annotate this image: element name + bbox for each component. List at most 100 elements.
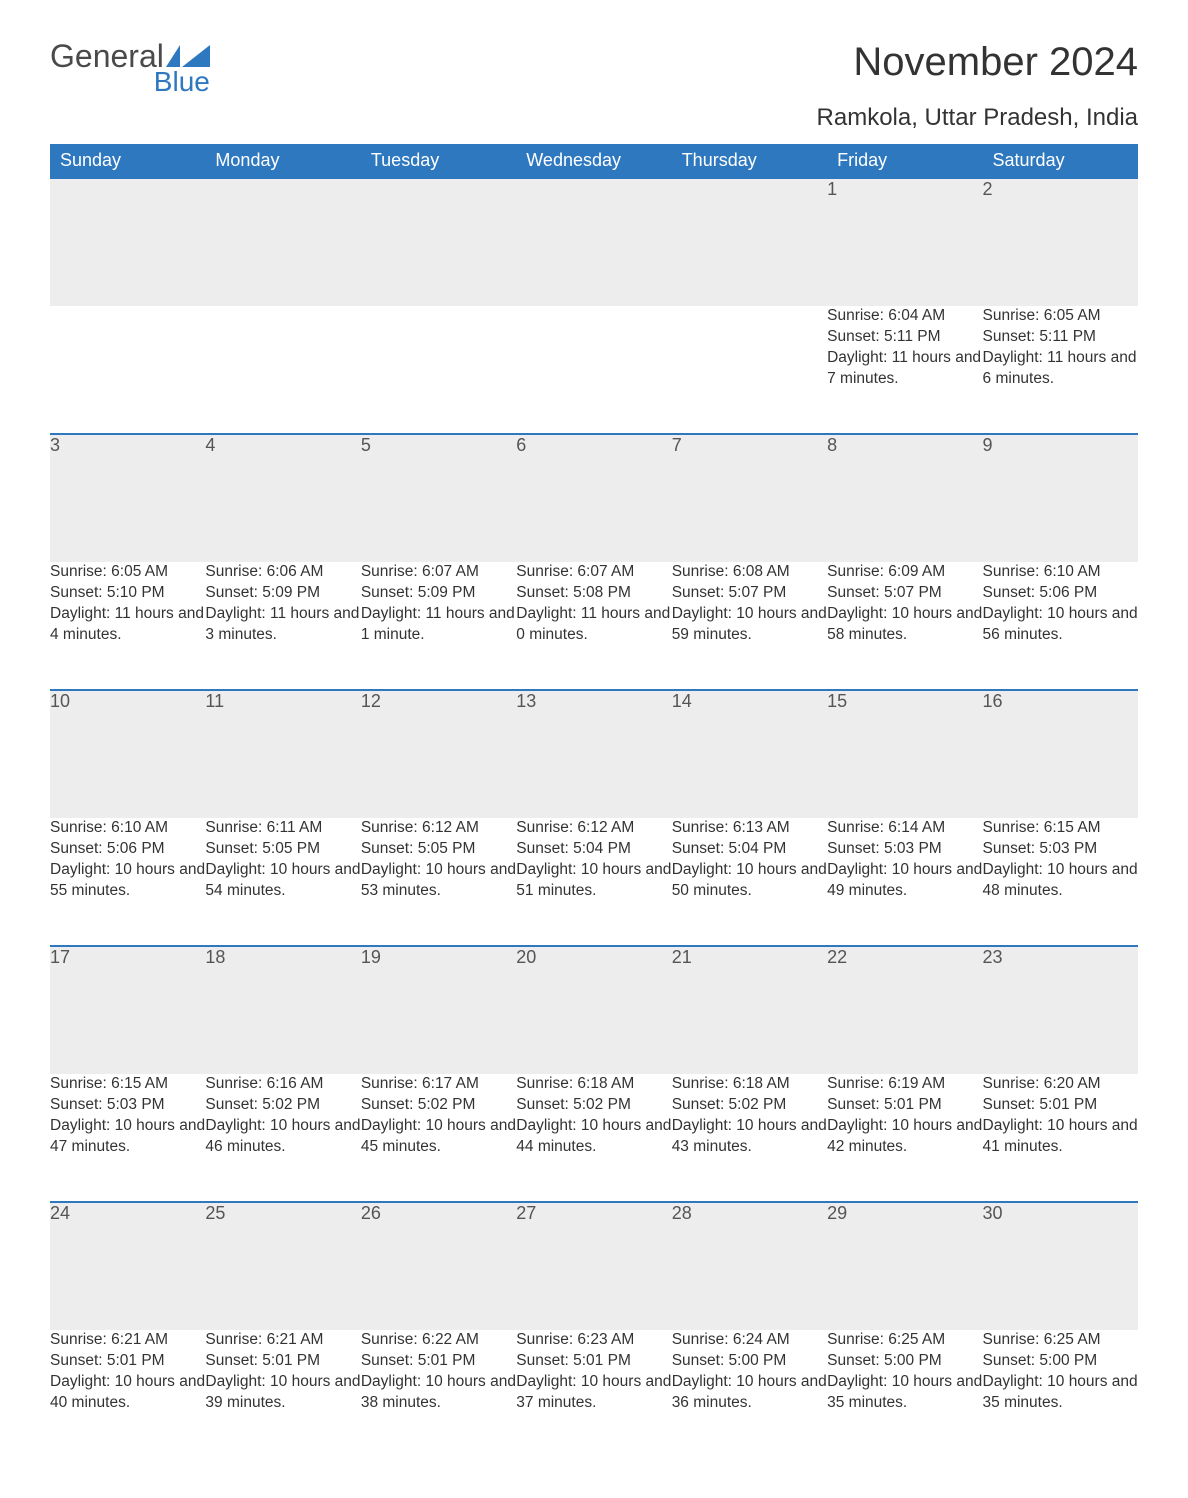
day-number: 30 bbox=[983, 1202, 1138, 1330]
daylight-line: Daylight: 10 hours and 55 minutes. bbox=[50, 860, 205, 902]
sunset-line: Sunset: 5:03 PM bbox=[827, 839, 982, 860]
day-detail: Sunrise: 6:21 AMSunset: 5:01 PMDaylight:… bbox=[50, 1330, 205, 1458]
day-number: 4 bbox=[205, 434, 360, 562]
day-number: 25 bbox=[205, 1202, 360, 1330]
header: General Blue November 2024 bbox=[50, 40, 1138, 96]
daylight-line: Daylight: 10 hours and 53 minutes. bbox=[361, 860, 516, 902]
sunrise-line: Sunrise: 6:20 AM bbox=[983, 1074, 1138, 1095]
calendar-table: Sunday Monday Tuesday Wednesday Thursday… bbox=[50, 144, 1138, 1458]
sunrise-line: Sunrise: 6:12 AM bbox=[361, 818, 516, 839]
daylight-line: Daylight: 10 hours and 36 minutes. bbox=[672, 1372, 827, 1414]
day-detail-row: Sunrise: 6:15 AMSunset: 5:03 PMDaylight:… bbox=[50, 1074, 1138, 1202]
sunrise-line: Sunrise: 6:15 AM bbox=[983, 818, 1138, 839]
sunset-line: Sunset: 5:07 PM bbox=[827, 583, 982, 604]
sunset-line: Sunset: 5:00 PM bbox=[983, 1351, 1138, 1372]
day-number: 27 bbox=[516, 1202, 671, 1330]
sunrise-line: Sunrise: 6:12 AM bbox=[516, 818, 671, 839]
sunset-line: Sunset: 5:01 PM bbox=[361, 1351, 516, 1372]
day-detail: Sunrise: 6:13 AMSunset: 5:04 PMDaylight:… bbox=[672, 818, 827, 946]
sunrise-line: Sunrise: 6:18 AM bbox=[672, 1074, 827, 1095]
day-detail: Sunrise: 6:20 AMSunset: 5:01 PMDaylight:… bbox=[983, 1074, 1138, 1202]
sunset-line: Sunset: 5:01 PM bbox=[827, 1095, 982, 1116]
sunrise-line: Sunrise: 6:10 AM bbox=[50, 818, 205, 839]
sunrise-line: Sunrise: 6:10 AM bbox=[983, 562, 1138, 583]
sunset-line: Sunset: 5:02 PM bbox=[361, 1095, 516, 1116]
day-number: 1 bbox=[827, 178, 982, 306]
sunset-line: Sunset: 5:06 PM bbox=[983, 583, 1138, 604]
daylight-line: Daylight: 11 hours and 1 minute. bbox=[361, 604, 516, 646]
day-number: 20 bbox=[516, 946, 671, 1074]
day-number-row: 24252627282930 bbox=[50, 1202, 1138, 1330]
day-number: 16 bbox=[983, 690, 1138, 818]
day-detail: Sunrise: 6:06 AMSunset: 5:09 PMDaylight:… bbox=[205, 562, 360, 690]
day-number: 11 bbox=[205, 690, 360, 818]
daylight-line: Daylight: 11 hours and 0 minutes. bbox=[516, 604, 671, 646]
sunrise-line: Sunrise: 6:25 AM bbox=[827, 1330, 982, 1351]
sunset-line: Sunset: 5:11 PM bbox=[827, 327, 982, 348]
day-number: 24 bbox=[50, 1202, 205, 1330]
day-number: 22 bbox=[827, 946, 982, 1074]
day-detail-row: Sunrise: 6:10 AMSunset: 5:06 PMDaylight:… bbox=[50, 818, 1138, 946]
location-label: Ramkola, Uttar Pradesh, India bbox=[50, 104, 1138, 132]
day-number: 21 bbox=[672, 946, 827, 1074]
day-detail: Sunrise: 6:22 AMSunset: 5:01 PMDaylight:… bbox=[361, 1330, 516, 1458]
sunset-line: Sunset: 5:01 PM bbox=[205, 1351, 360, 1372]
sunset-line: Sunset: 5:02 PM bbox=[205, 1095, 360, 1116]
daylight-line: Daylight: 10 hours and 45 minutes. bbox=[361, 1116, 516, 1158]
sunset-line: Sunset: 5:05 PM bbox=[205, 839, 360, 860]
day-number: 8 bbox=[827, 434, 982, 562]
day-number: 18 bbox=[205, 946, 360, 1074]
brand-word-2: Blue bbox=[154, 68, 210, 96]
empty-cell bbox=[361, 306, 516, 434]
day-detail: Sunrise: 6:12 AMSunset: 5:04 PMDaylight:… bbox=[516, 818, 671, 946]
empty-cell bbox=[672, 178, 827, 306]
sunrise-line: Sunrise: 6:21 AM bbox=[50, 1330, 205, 1351]
sunset-line: Sunset: 5:00 PM bbox=[827, 1351, 982, 1372]
weekday-header: Tuesday bbox=[361, 144, 516, 178]
day-detail: Sunrise: 6:25 AMSunset: 5:00 PMDaylight:… bbox=[827, 1330, 982, 1458]
weekday-header: Sunday bbox=[50, 144, 205, 178]
day-detail: Sunrise: 6:19 AMSunset: 5:01 PMDaylight:… bbox=[827, 1074, 982, 1202]
sunset-line: Sunset: 5:05 PM bbox=[361, 839, 516, 860]
sunrise-line: Sunrise: 6:18 AM bbox=[516, 1074, 671, 1095]
sunrise-line: Sunrise: 6:25 AM bbox=[983, 1330, 1138, 1351]
day-detail: Sunrise: 6:11 AMSunset: 5:05 PMDaylight:… bbox=[205, 818, 360, 946]
day-number: 26 bbox=[361, 1202, 516, 1330]
daylight-line: Daylight: 10 hours and 48 minutes. bbox=[983, 860, 1138, 902]
sunset-line: Sunset: 5:11 PM bbox=[983, 327, 1138, 348]
weekday-header: Saturday bbox=[983, 144, 1138, 178]
daylight-line: Daylight: 10 hours and 46 minutes. bbox=[205, 1116, 360, 1158]
day-detail: Sunrise: 6:16 AMSunset: 5:02 PMDaylight:… bbox=[205, 1074, 360, 1202]
sunrise-line: Sunrise: 6:17 AM bbox=[361, 1074, 516, 1095]
daylight-line: Daylight: 10 hours and 49 minutes. bbox=[827, 860, 982, 902]
day-detail: Sunrise: 6:09 AMSunset: 5:07 PMDaylight:… bbox=[827, 562, 982, 690]
day-detail-row: Sunrise: 6:04 AMSunset: 5:11 PMDaylight:… bbox=[50, 306, 1138, 434]
weekday-header: Wednesday bbox=[516, 144, 671, 178]
day-detail: Sunrise: 6:14 AMSunset: 5:03 PMDaylight:… bbox=[827, 818, 982, 946]
daylight-line: Daylight: 10 hours and 44 minutes. bbox=[516, 1116, 671, 1158]
daylight-line: Daylight: 10 hours and 40 minutes. bbox=[50, 1372, 205, 1414]
sunrise-line: Sunrise: 6:04 AM bbox=[827, 306, 982, 327]
sunset-line: Sunset: 5:09 PM bbox=[361, 583, 516, 604]
sunrise-line: Sunrise: 6:11 AM bbox=[205, 818, 360, 839]
day-detail: Sunrise: 6:25 AMSunset: 5:00 PMDaylight:… bbox=[983, 1330, 1138, 1458]
empty-cell bbox=[205, 178, 360, 306]
day-detail: Sunrise: 6:10 AMSunset: 5:06 PMDaylight:… bbox=[983, 562, 1138, 690]
sunrise-line: Sunrise: 6:07 AM bbox=[361, 562, 516, 583]
daylight-line: Daylight: 11 hours and 7 minutes. bbox=[827, 348, 982, 390]
page-title: November 2024 bbox=[853, 40, 1138, 85]
day-number: 12 bbox=[361, 690, 516, 818]
day-detail: Sunrise: 6:18 AMSunset: 5:02 PMDaylight:… bbox=[516, 1074, 671, 1202]
empty-cell bbox=[50, 178, 205, 306]
day-number: 28 bbox=[672, 1202, 827, 1330]
day-detail: Sunrise: 6:15 AMSunset: 5:03 PMDaylight:… bbox=[983, 818, 1138, 946]
sunrise-line: Sunrise: 6:13 AM bbox=[672, 818, 827, 839]
sunset-line: Sunset: 5:00 PM bbox=[672, 1351, 827, 1372]
sunrise-line: Sunrise: 6:16 AM bbox=[205, 1074, 360, 1095]
day-number: 10 bbox=[50, 690, 205, 818]
sunset-line: Sunset: 5:07 PM bbox=[672, 583, 827, 604]
sunrise-line: Sunrise: 6:19 AM bbox=[827, 1074, 982, 1095]
day-detail: Sunrise: 6:21 AMSunset: 5:01 PMDaylight:… bbox=[205, 1330, 360, 1458]
day-number: 19 bbox=[361, 946, 516, 1074]
day-number: 7 bbox=[672, 434, 827, 562]
